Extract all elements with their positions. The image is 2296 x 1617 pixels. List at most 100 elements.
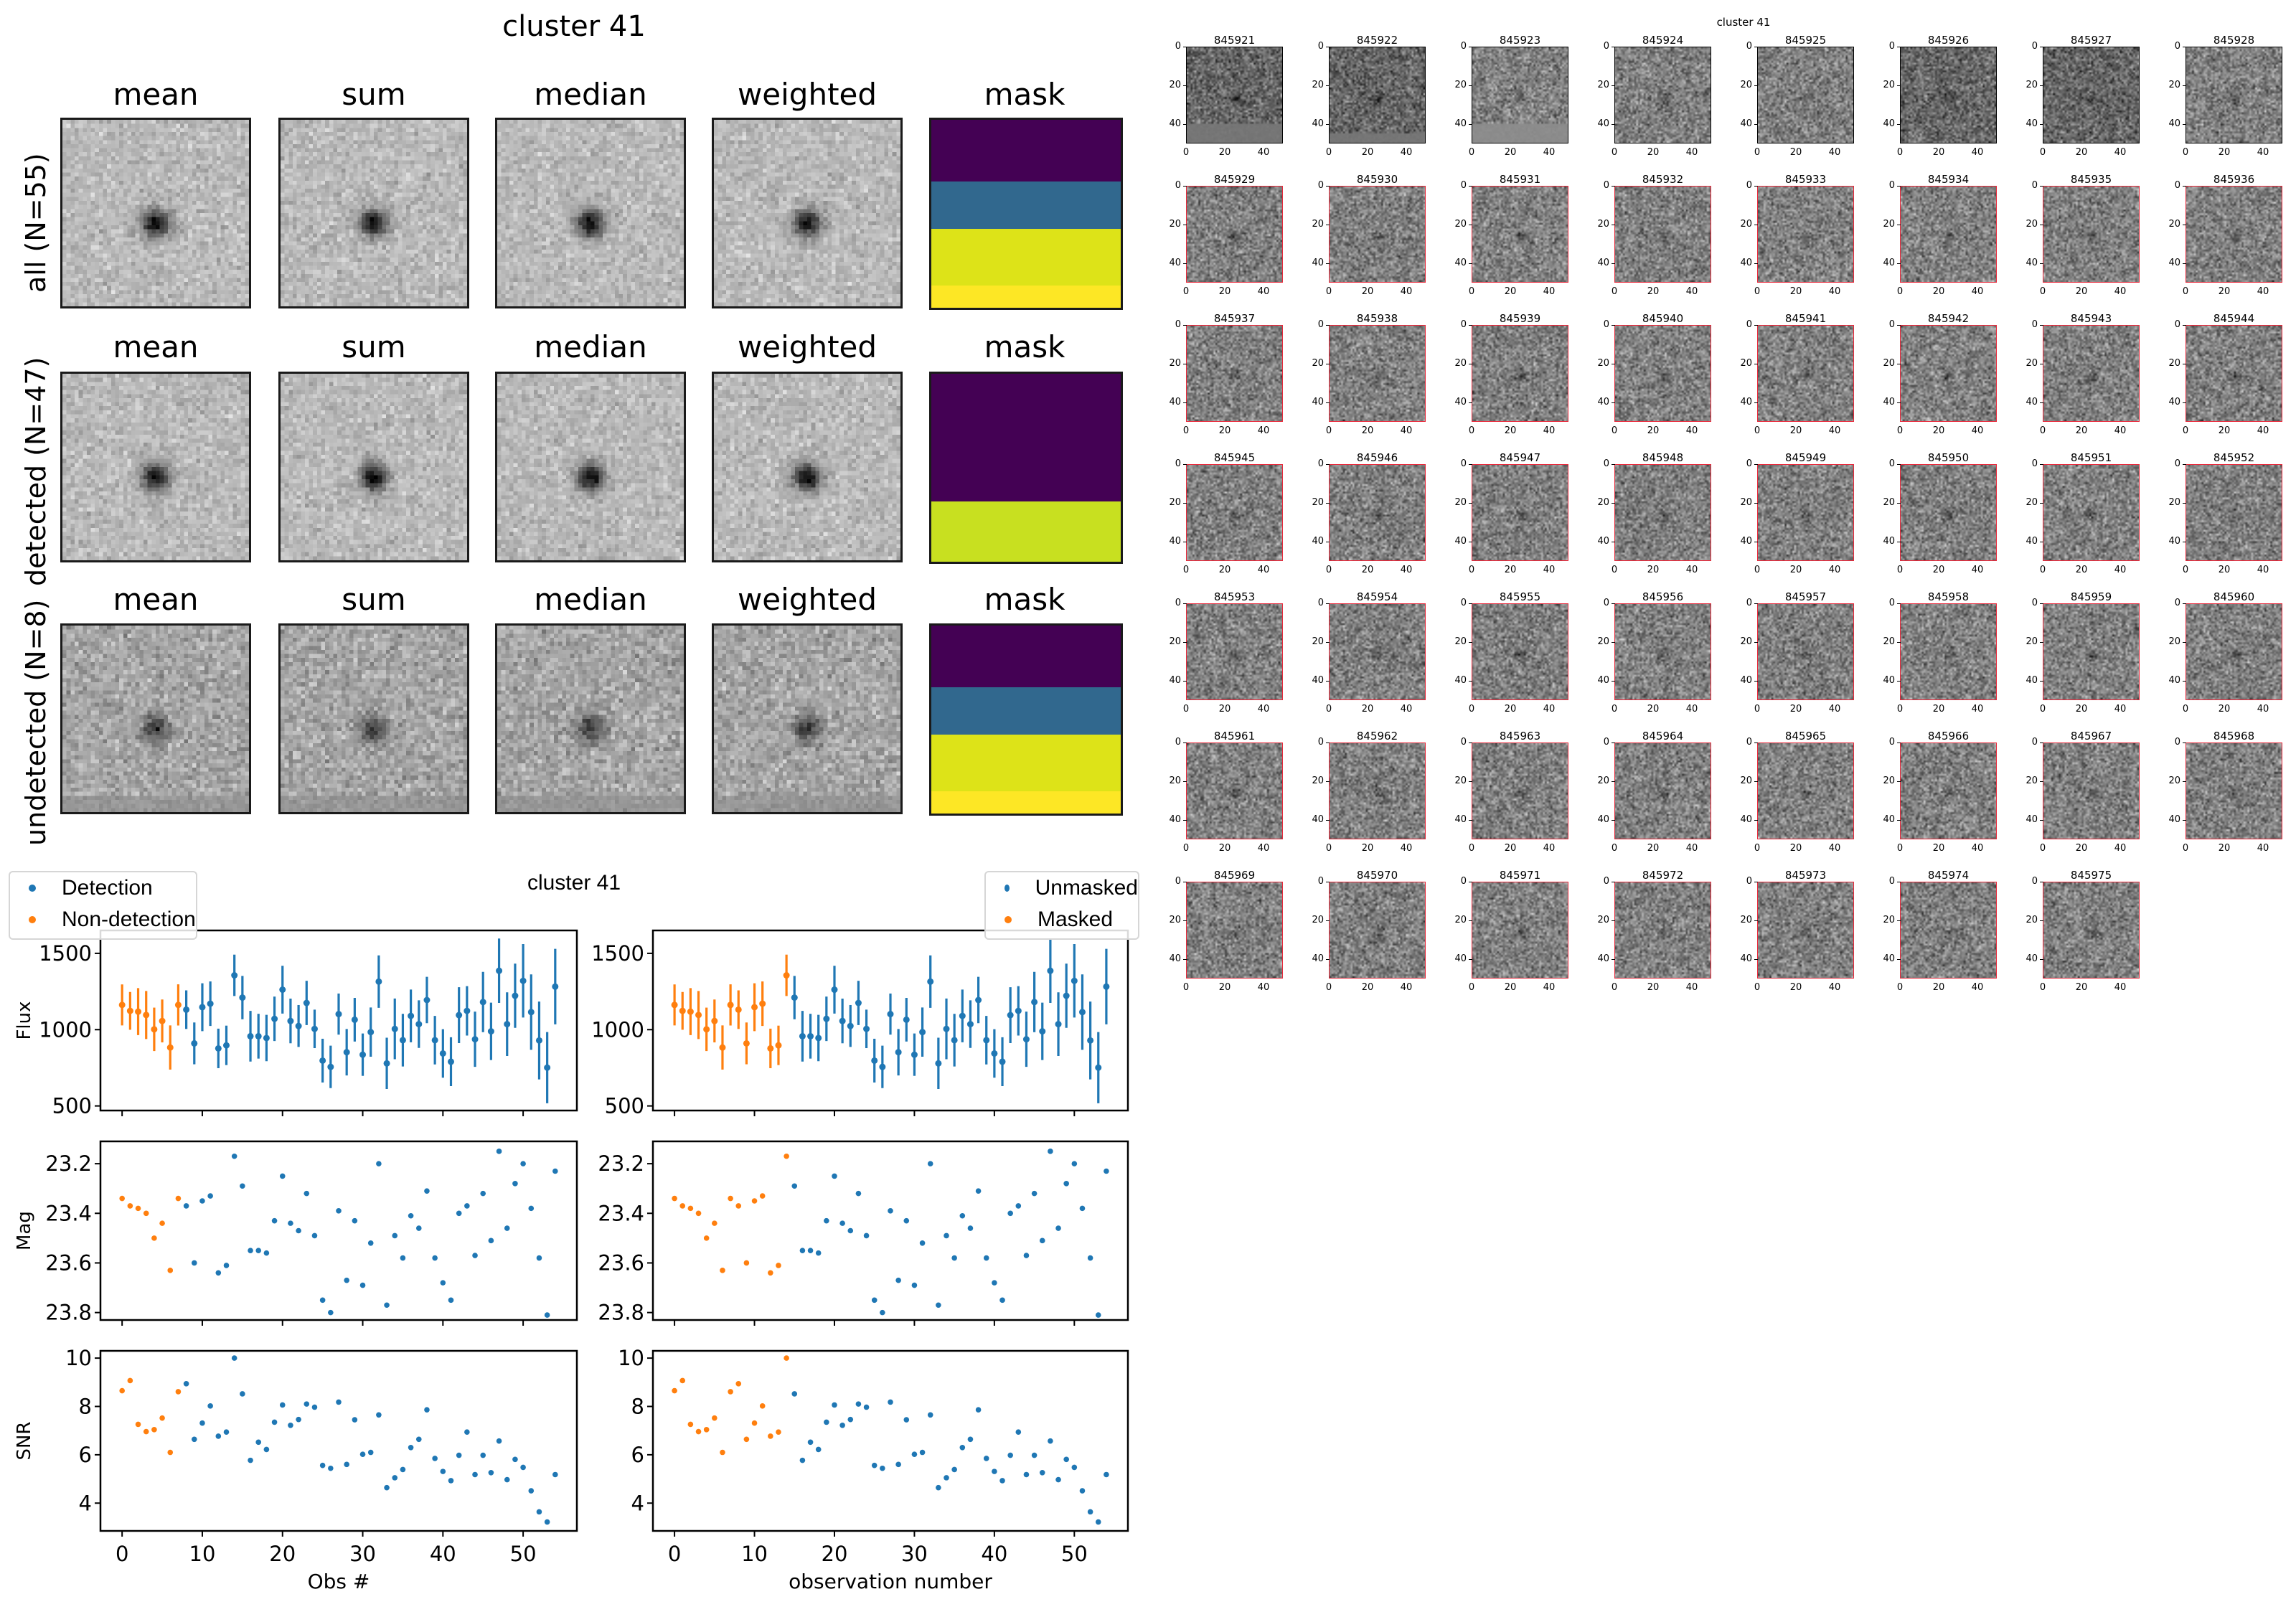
- x-tick-label: 20: [2075, 982, 2088, 993]
- data-point-flux: [887, 1011, 894, 1018]
- cutout-id: 845928: [2213, 34, 2255, 47]
- data-point-snr: [456, 1452, 462, 1458]
- data-point-snr: [424, 1407, 430, 1413]
- data-point-flux: [423, 996, 430, 1004]
- data-point-mag: [951, 1255, 957, 1261]
- data-point-snr: [679, 1377, 686, 1384]
- y-tick-label: 4: [631, 1491, 644, 1515]
- x-tick-label: 20: [1932, 147, 1945, 158]
- y-tick-label: 20: [1159, 358, 1187, 369]
- x-tick-label: 0: [1754, 704, 1761, 715]
- data-point-snr: [400, 1466, 406, 1473]
- x-tick-label: 0: [1611, 147, 1618, 158]
- data-point-snr: [1087, 1509, 1093, 1515]
- x-tick-label: 20: [1504, 425, 1517, 436]
- y-tick-label: 40: [2016, 814, 2043, 825]
- mask-image: [929, 118, 1123, 310]
- x-tick-label: 40: [1971, 425, 1984, 436]
- legend-marker-orange: [29, 916, 36, 923]
- data-point-mag: [1023, 1253, 1030, 1258]
- data-point-flux: [1047, 967, 1054, 974]
- x-tick-label: 0: [1325, 982, 1332, 993]
- data-point-mag: [1095, 1312, 1101, 1318]
- cutout-pixels: [1758, 465, 1853, 560]
- y-tick-label: 0: [1731, 458, 1758, 469]
- data-point-flux: [456, 1012, 463, 1019]
- column-title-median: median: [534, 582, 647, 617]
- data-point-snr: [1031, 1452, 1038, 1458]
- column-title-weighted: weighted: [737, 77, 878, 112]
- data-point-snr: [328, 1465, 334, 1471]
- x-tick-label: 40: [1400, 147, 1413, 158]
- stack-image-pixels: [714, 374, 900, 560]
- x-tick-label: 0: [1896, 425, 1904, 436]
- cutout-image-masked: [1900, 325, 1997, 422]
- x-tick-label: 20: [2218, 565, 2231, 575]
- legend-label: Unmasked: [1035, 876, 1138, 900]
- data-point-mag: [1104, 1168, 1109, 1174]
- cutout-pixels: [1472, 743, 1568, 839]
- cutout-id: 845975: [2070, 869, 2112, 882]
- data-point-mag: [815, 1250, 822, 1256]
- cutout-thumbnail: 845928 0 0 20 20 40 40: [2147, 34, 2291, 170]
- y-tick-label: 0: [2016, 876, 2043, 887]
- cutout-image-masked: [1757, 186, 1854, 283]
- column-title-mean: mean: [113, 582, 199, 617]
- data-point-mag: [215, 1270, 222, 1276]
- cutout-thumbnail: 845946 0 0 20 20 40 40: [1291, 451, 1434, 588]
- data-point-flux: [351, 1016, 358, 1023]
- cutout-thumbnail: 845940 0 0 20 20 40 40: [1576, 312, 1720, 448]
- x-tick-label: 20: [1218, 286, 1231, 297]
- data-point-mag: [855, 1190, 862, 1197]
- data-point-mag: [488, 1238, 494, 1244]
- data-point-flux: [174, 1001, 182, 1009]
- cutout-thumbnail: 845944 0 0 20 20 40 40: [2147, 312, 2291, 448]
- cutout-thumbnail: 845971 0 0 20 20 40 40: [1434, 869, 1577, 1005]
- x-tick-label: 0: [2039, 565, 2046, 575]
- data-point-snr: [432, 1456, 438, 1461]
- data-point-flux: [359, 1051, 367, 1058]
- data-point-mag: [271, 1217, 278, 1224]
- x-tick-label: 20: [1789, 565, 1802, 575]
- y-tick-label: 40: [1873, 675, 1901, 686]
- x-tick-label: 0: [2182, 565, 2189, 575]
- cutout-thumbnail: 845955 0 0 20 20 40 40: [1434, 590, 1577, 727]
- y-tick-label: 20: [1302, 219, 1330, 230]
- y-tick-label: 40: [1302, 675, 1330, 686]
- data-point-mag: [871, 1297, 878, 1304]
- y-tick-label: 23.2: [45, 1151, 92, 1176]
- y-tick-label: 40: [1588, 258, 1615, 268]
- cutout-image: [1614, 47, 1711, 143]
- x-tick-label: 0: [1611, 425, 1618, 436]
- data-point-flux: [759, 1000, 766, 1007]
- x-tick-label: 40: [1257, 843, 1270, 854]
- cutout-id: 845967: [2070, 730, 2112, 742]
- cutout-id: 845973: [1784, 869, 1827, 882]
- cutout-thumbnail: 845952 0 0 20 20 40 40: [2147, 451, 2291, 588]
- legend-marker-blue: [29, 885, 36, 892]
- cutout-pixels: [1758, 187, 1853, 282]
- cutout-pixels: [1615, 882, 1711, 978]
- y-tick-label: 20: [2159, 497, 2186, 508]
- x-tick-label: 0: [2039, 286, 2046, 297]
- y-tick-label: 40: [1873, 397, 1901, 407]
- cutout-image-masked: [1472, 742, 1568, 839]
- cutout-pixels: [1472, 47, 1568, 143]
- cutout-pixels: [1472, 187, 1568, 282]
- y-tick-label: 40: [1588, 675, 1615, 686]
- data-point-snr: [311, 1404, 318, 1410]
- stack-image-mean: [60, 372, 251, 562]
- cutout-image-masked: [1186, 464, 1283, 561]
- data-point-flux: [1095, 1064, 1102, 1071]
- data-point-flux: [135, 1008, 142, 1015]
- data-point-mag: [944, 1232, 949, 1239]
- data-point-mag: [1031, 1190, 1038, 1197]
- data-point-mag: [311, 1232, 318, 1239]
- data-point-flux: [775, 1042, 782, 1049]
- data-point-mag: [440, 1280, 446, 1286]
- column-title-weighted: weighted: [737, 582, 878, 617]
- cutout-image-masked: [1329, 603, 1426, 700]
- data-point-snr: [207, 1403, 213, 1409]
- data-point-mag: [528, 1205, 535, 1212]
- y-tick-label: 40: [1873, 118, 1901, 129]
